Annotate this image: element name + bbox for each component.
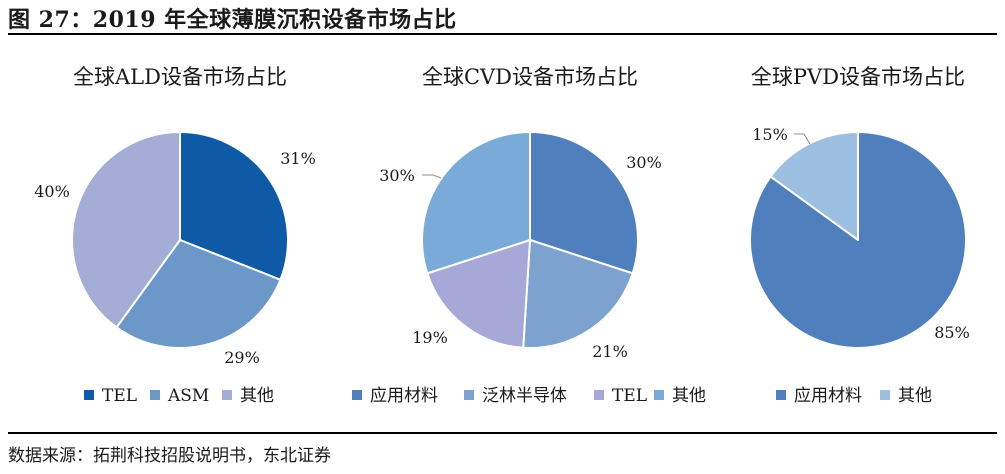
leader-line-2 xyxy=(794,133,811,145)
legend-swatch-4 xyxy=(654,390,664,400)
chart-title: 全球ALD设备市场占比 xyxy=(73,65,287,89)
legend-label-1: 应用材料 xyxy=(370,386,438,406)
pie-slice-2 xyxy=(769,131,859,241)
pie-slice-3 xyxy=(71,131,181,329)
pie-slice-1 xyxy=(179,131,289,281)
legend-swatch-1 xyxy=(84,390,94,400)
pie-slice-4 xyxy=(421,131,531,275)
pie-slice-2 xyxy=(522,239,634,349)
legend-label-4: 其他 xyxy=(672,386,706,406)
data-label-2: 15% xyxy=(752,125,788,144)
chart-title: 全球PVD设备市场占比 xyxy=(751,65,965,89)
pie-chart-3: 全球PVD设备市场占比 85% 15% 应用材料 其他 xyxy=(749,65,970,406)
pie-slice-3 xyxy=(426,239,531,349)
legend-swatch-1 xyxy=(776,390,786,400)
source-rule xyxy=(8,432,997,434)
chart-title: 全球CVD设备市场占比 xyxy=(422,65,638,89)
pie-chart-2: 全球CVD设备市场占比 30% 21% 19% 30% 应用材料 泛林半导体 TEL 其他 xyxy=(352,65,706,406)
legend-label-1: TEL xyxy=(102,386,137,406)
legend-label-3: TEL xyxy=(612,386,647,406)
data-label-3: 19% xyxy=(412,328,448,347)
figure-title: 图 27：2019 年全球薄膜沉积设备市场占比 xyxy=(8,7,457,33)
source-note: 数据来源：拓荆科技招股说明书，东北证券 xyxy=(8,446,331,466)
legend-label-3: 其他 xyxy=(240,386,274,406)
leader-line-4 xyxy=(422,174,442,179)
legend-label-1: 应用材料 xyxy=(794,386,862,406)
title-rule xyxy=(8,33,997,35)
pie-slice-2 xyxy=(115,239,282,349)
data-label-1: 30% xyxy=(626,153,662,172)
legend-label-2: 泛林半导体 xyxy=(482,386,567,406)
data-label-3: 40% xyxy=(34,182,70,201)
legend-label-2: ASM xyxy=(167,386,209,406)
pie-chart-1: 全球ALD设备市场占比 31% 29% 40% TEL ASM 其他 xyxy=(34,65,316,406)
data-label-1: 85% xyxy=(934,323,970,342)
pie-slice-1 xyxy=(749,131,967,349)
legend-swatch-1 xyxy=(352,390,362,400)
legend-swatch-2 xyxy=(880,390,890,400)
pie-slice-1 xyxy=(529,131,639,275)
data-label-2: 21% xyxy=(592,342,628,361)
data-label-2: 29% xyxy=(224,348,260,367)
legend-swatch-2 xyxy=(150,390,160,400)
legend-swatch-2 xyxy=(464,390,474,400)
legend-swatch-3 xyxy=(594,390,604,400)
data-label-1: 31% xyxy=(280,149,316,168)
legend-label-2: 其他 xyxy=(898,386,932,406)
data-label-4: 30% xyxy=(379,166,415,185)
legend-swatch-3 xyxy=(222,390,232,400)
